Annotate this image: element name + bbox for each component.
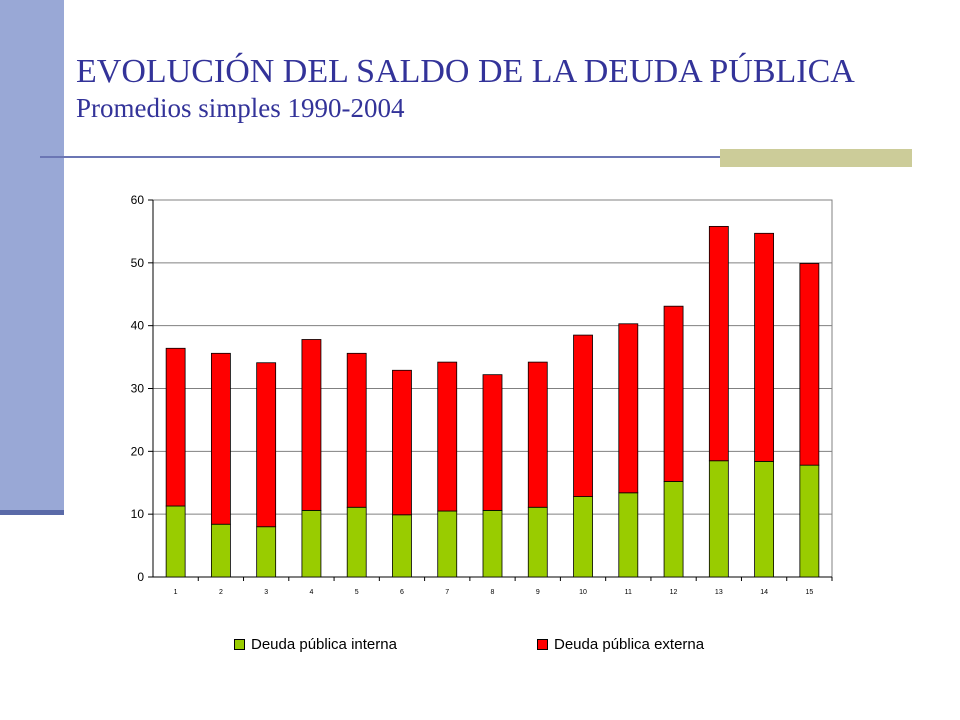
bar-interna-3 — [256, 526, 277, 578]
x-tick-label: 8 — [491, 589, 495, 596]
x-tick-label: 3 — [264, 589, 268, 596]
bar-externa-2 — [210, 352, 231, 525]
y-tick-label: 50 — [131, 256, 145, 270]
page-title: EVOLUCIÓN DEL SALDO DE LA DEUDA PÚBLICA — [76, 53, 855, 90]
y-tick-label: 60 — [131, 193, 145, 207]
x-tick-label: 15 — [805, 589, 813, 596]
bar-interna-11 — [618, 492, 639, 578]
bar-externa-15 — [799, 263, 820, 466]
bar-externa-7 — [437, 361, 458, 512]
bar-interna-6 — [392, 514, 412, 578]
x-tick-label: 5 — [355, 589, 359, 596]
bar-interna-14 — [754, 460, 775, 578]
y-tick-label: 40 — [131, 319, 145, 333]
x-tick-label: 4 — [309, 589, 313, 596]
x-tick-label: 6 — [400, 589, 404, 596]
x-tick-label: 7 — [445, 589, 449, 596]
legend-item-interna: Deuda pública interna — [234, 636, 397, 653]
legend-label-externa: Deuda pública externa — [554, 636, 705, 653]
legend-item-externa: Deuda pública externa — [537, 636, 704, 653]
bar-externa-9 — [527, 361, 548, 508]
x-tick-label: 13 — [715, 589, 723, 596]
legend-swatch-interna — [234, 639, 245, 650]
x-tick-label: 10 — [579, 589, 587, 596]
page-subtitle: Promedios simples 1990-2004 — [76, 93, 405, 123]
x-tick-label: 2 — [219, 589, 223, 596]
bar-interna-13 — [708, 460, 729, 578]
left-accent-bar-shadow — [0, 510, 64, 515]
bar-interna-5 — [346, 506, 367, 578]
bar-externa-13 — [708, 225, 729, 462]
title-divider-accent — [720, 149, 912, 167]
y-tick-label: 0 — [137, 570, 144, 584]
bar-externa-1 — [165, 347, 186, 507]
x-tick-label: 11 — [625, 589, 632, 596]
bar-externa-11 — [618, 323, 639, 494]
bar-externa-4 — [301, 339, 322, 511]
x-tick-label: 1 — [174, 589, 178, 596]
legend-label-interna: Deuda pública interna — [251, 636, 397, 653]
bar-externa-8 — [482, 374, 503, 511]
x-tick-label: 9 — [536, 589, 540, 596]
y-tick-label: 10 — [131, 507, 145, 521]
bar-interna-10 — [573, 496, 593, 578]
y-tick-label: 20 — [131, 444, 145, 458]
bar-interna-4 — [301, 509, 322, 578]
bar-interna-15 — [799, 464, 820, 578]
bar-externa-10 — [573, 334, 593, 497]
bar-externa-5 — [346, 352, 367, 508]
title-divider — [40, 156, 912, 158]
bar-externa-14 — [754, 232, 775, 462]
x-tick-label: 14 — [760, 589, 768, 596]
title-block: EVOLUCIÓN DEL SALDO DE LA DEUDA PÚBLICA … — [76, 52, 956, 124]
bar-interna-7 — [437, 510, 458, 578]
bar-externa-3 — [256, 362, 277, 528]
y-tick-label: 30 — [131, 382, 145, 396]
bar-externa-12 — [663, 305, 684, 482]
legend-swatch-externa — [537, 639, 548, 650]
bar-externa-6 — [392, 369, 412, 516]
bar-interna-1 — [165, 505, 186, 578]
x-tick-label: 12 — [670, 589, 678, 596]
left-accent-bar — [0, 0, 64, 512]
bar-interna-9 — [527, 506, 548, 578]
bar-interna-8 — [482, 509, 503, 578]
bar-interna-12 — [663, 481, 684, 578]
chart-legend: Deuda pública interna Deuda pública exte… — [0, 636, 960, 656]
bar-interna-2 — [210, 523, 231, 578]
